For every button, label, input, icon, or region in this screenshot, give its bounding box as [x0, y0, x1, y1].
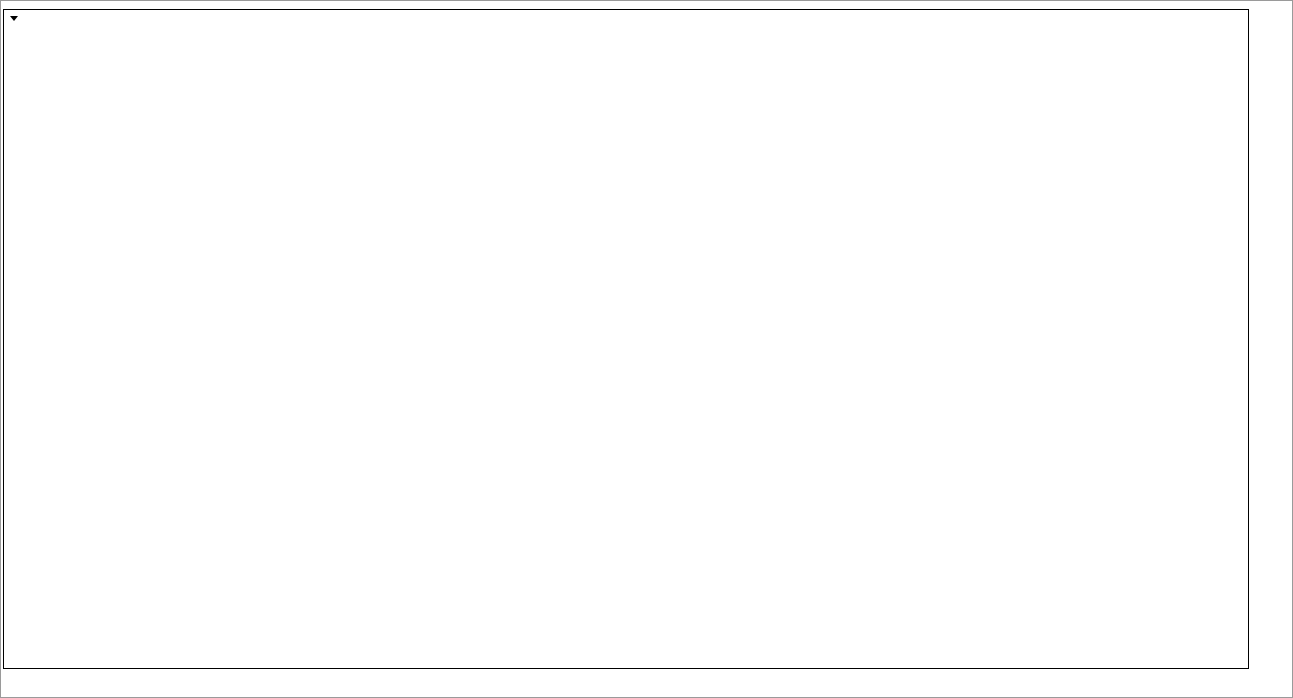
chart-title — [8, 10, 32, 24]
symbol-dropdown-icon[interactable] — [10, 15, 18, 21]
chart-plot-frame — [3, 9, 1249, 669]
